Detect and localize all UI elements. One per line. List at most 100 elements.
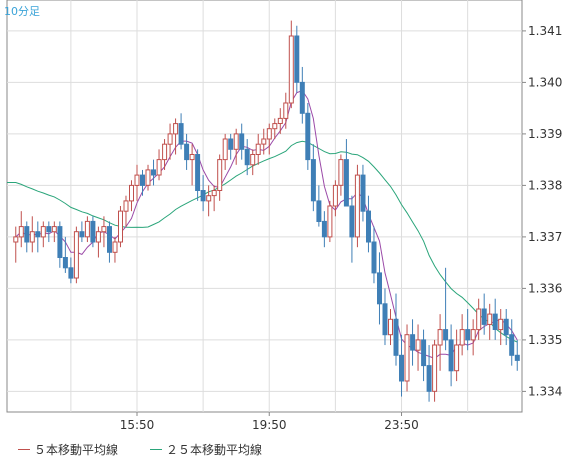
period-label: 10分足 xyxy=(4,5,40,18)
candle xyxy=(448,324,454,387)
candle xyxy=(399,334,404,397)
candle-body xyxy=(310,159,316,202)
candle-body xyxy=(454,344,460,372)
candle-body xyxy=(90,220,96,243)
x-tick-label: 15:50 xyxy=(120,418,155,432)
candle-body xyxy=(184,143,190,161)
candle xyxy=(101,216,107,248)
candle-body xyxy=(338,159,344,186)
ma5-legend-line xyxy=(18,449,30,450)
candle-body xyxy=(470,329,476,341)
candle xyxy=(360,164,366,222)
candle xyxy=(57,221,63,268)
candle xyxy=(509,319,515,366)
candle xyxy=(437,314,443,371)
candle xyxy=(404,324,410,392)
candle xyxy=(327,200,333,243)
candle xyxy=(283,92,289,129)
y-tick-label: 1.341 xyxy=(528,24,562,38)
candle-body xyxy=(421,339,427,367)
candle-body xyxy=(305,112,311,161)
candle xyxy=(393,293,399,366)
x-tick-label: 23:50 xyxy=(384,418,419,432)
candle xyxy=(349,195,355,263)
candle xyxy=(51,221,57,243)
plot-area xyxy=(6,0,523,413)
candle xyxy=(415,324,421,371)
candle-body xyxy=(68,267,74,279)
candle xyxy=(388,309,393,346)
legend: ５本移動平均線 ２５本移動平均線 xyxy=(0,436,574,462)
candle-body xyxy=(283,102,289,119)
candle xyxy=(62,236,68,273)
candle xyxy=(239,123,245,160)
candle xyxy=(343,139,349,207)
candle xyxy=(272,118,278,140)
candle-body xyxy=(437,329,443,346)
candle xyxy=(107,221,112,263)
candle xyxy=(156,149,162,181)
candle xyxy=(294,25,300,93)
candle-body xyxy=(84,220,90,238)
candle-body xyxy=(514,354,520,361)
candle xyxy=(332,180,338,217)
candle-body xyxy=(145,169,151,186)
y-tick-label: 1.338 xyxy=(528,178,562,192)
candle xyxy=(366,195,371,253)
candle-body xyxy=(299,81,305,114)
candle xyxy=(233,128,239,165)
candle xyxy=(222,133,228,170)
candle xyxy=(18,211,24,248)
candle xyxy=(514,339,520,371)
candle-body xyxy=(195,154,201,191)
candle-body xyxy=(228,138,234,150)
candle xyxy=(35,221,41,253)
candle xyxy=(46,221,52,243)
legend-item-ma5: ５本移動平均線 xyxy=(18,441,118,458)
candle-body xyxy=(46,226,52,233)
candle-body xyxy=(134,174,140,186)
candle xyxy=(112,236,118,263)
ma25-layer xyxy=(7,140,518,343)
candle-body xyxy=(129,184,134,202)
candle xyxy=(410,319,416,366)
candle-body xyxy=(57,226,63,259)
candle-body xyxy=(18,226,24,238)
x-tick-label: 19:50 xyxy=(252,418,287,432)
candle-body xyxy=(399,354,404,382)
candle-body xyxy=(13,236,19,243)
candle-body xyxy=(327,205,333,238)
y-tick-label: 1.340 xyxy=(528,75,562,89)
ma25-line xyxy=(7,140,518,343)
candle-body xyxy=(371,241,377,274)
candle xyxy=(255,133,261,165)
candle-body xyxy=(410,334,416,351)
candle-body xyxy=(29,231,35,243)
candle-body xyxy=(487,313,493,325)
candle xyxy=(299,66,305,124)
grid-lines xyxy=(7,0,522,412)
candle xyxy=(195,149,201,201)
candle-body xyxy=(167,133,173,145)
candle xyxy=(377,252,382,325)
candle xyxy=(261,128,267,155)
candle-body xyxy=(189,154,195,161)
candle-body xyxy=(354,174,360,238)
candle-body xyxy=(261,138,267,145)
candle-body xyxy=(162,143,168,161)
candle xyxy=(382,288,388,346)
candle xyxy=(140,169,145,196)
candle xyxy=(145,164,151,191)
candle-body xyxy=(388,318,393,336)
candle xyxy=(13,226,19,263)
candle-body xyxy=(118,210,123,243)
candle-body xyxy=(40,226,46,238)
candle xyxy=(29,216,35,253)
candle-body xyxy=(206,195,212,202)
candle-body xyxy=(360,174,366,212)
candle-body xyxy=(277,117,283,125)
candle xyxy=(487,303,493,340)
candle xyxy=(118,206,123,248)
candle xyxy=(338,154,344,196)
